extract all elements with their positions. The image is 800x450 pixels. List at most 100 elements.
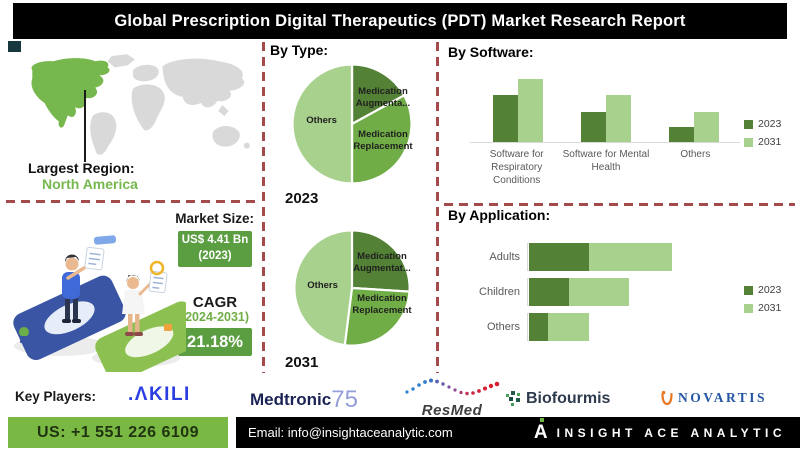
pie-chart-2023: Medication Augmenta... Medication Replac… [290, 62, 414, 186]
divider-vertical-left [262, 42, 265, 373]
application-category-label: Children [479, 286, 520, 298]
software-bar-group [493, 79, 543, 142]
novartis-wordmark: NOVARTIS [678, 390, 768, 405]
application-chart: Adults Children Others [448, 243, 748, 348]
insight-ace-logo-icon: A [534, 418, 548, 442]
legend-2023-label: 2023 [758, 284, 782, 296]
by-software-heading: By Software: [448, 44, 534, 60]
cagr-heading: CAGR [192, 294, 238, 311]
application-category-label: Adults [489, 251, 520, 263]
software-labels: Software for Respiratory Conditions Softw… [470, 148, 740, 187]
pie-slice [291, 63, 354, 185]
pie-2023-label-replacement: Medication Replacement [353, 128, 413, 153]
pie-2023-label-augmentation: Medication Augmenta... [355, 85, 411, 109]
key-players-heading: Key Players: [15, 389, 97, 404]
software-bars [470, 70, 740, 143]
divider-vertical-right [436, 42, 439, 373]
biofourmis-wordmark: Biofourmis [526, 390, 611, 407]
pie-2023-label-others: Others [306, 115, 337, 127]
map-north-america [31, 58, 110, 128]
pie-slice [293, 229, 354, 347]
pie-slice [350, 94, 413, 185]
novartis-logo: NOVARTIS [660, 390, 767, 406]
software-bar-2023 [493, 95, 518, 142]
novartis-flame-icon [661, 390, 673, 406]
legend-2023-swatch [744, 285, 753, 295]
legend-2023-swatch [744, 119, 753, 129]
application-bar-row: Children [448, 278, 748, 306]
world-map [14, 52, 258, 164]
application-segment-2031 [569, 278, 629, 306]
software-legend: 2023 2031 [744, 118, 781, 148]
divider-horizontal-left [6, 200, 258, 203]
market-illustration [13, 235, 186, 372]
application-segment-2023 [529, 243, 589, 271]
legend-2031-swatch [744, 303, 753, 313]
resmed-wave-icon [405, 378, 500, 396]
cagr-value: 21.18% [187, 332, 243, 351]
application-segment-2031 [589, 243, 672, 271]
software-bar-group [581, 95, 631, 142]
application-legend: 2023 2031 [744, 284, 781, 314]
biofourmis-logo: Biofourmis [505, 390, 610, 408]
insight-ace-brand: A INSIGHT ACE ANALYTIC [534, 418, 786, 442]
pie-2031-label-replacement: Medication Replacement [352, 292, 412, 317]
plant [163, 315, 173, 331]
cagr-badge: 21.18% [178, 328, 252, 356]
person-woman [122, 274, 152, 336]
email-contact: Email: info@insightaceanalytic.com [248, 425, 453, 440]
pie-2031-label-augmentation: Medication Augmentat... [353, 250, 411, 275]
largest-region-heading: Largest Region: [28, 160, 135, 176]
legend-2031-label: 2031 [758, 302, 782, 314]
pie-slice [350, 63, 406, 126]
insight-ace-name: INSIGHT ACE ANALYTIC [556, 425, 786, 440]
map-pointer-line [84, 90, 86, 162]
application-bar-row: Adults [448, 243, 748, 271]
software-category-label: Others [680, 149, 711, 160]
corner-decoration [8, 41, 21, 52]
market-size-heading: Market Size: [175, 211, 254, 226]
software-bar-group [669, 112, 719, 142]
divider-horizontal-right [444, 203, 795, 206]
medtronic-wordmark: Medtronic [250, 390, 332, 409]
report-title-bar: Global Prescription Digital Therapeutics… [13, 3, 787, 39]
by-application-heading: By Application: [448, 207, 551, 223]
software-bar-2031 [518, 79, 543, 142]
software-bar-2023 [669, 127, 694, 142]
floating-document [148, 270, 168, 294]
market-size-year: (2023) [198, 250, 232, 262]
floating-document [84, 246, 105, 271]
largest-region-value: North America [42, 176, 138, 192]
pie-2031-label-others: Others [307, 279, 338, 291]
footer-bar: Email: info@insightaceanalytic.com A INS… [236, 417, 800, 448]
application-category-label: Others [486, 321, 520, 333]
pie-slice [343, 286, 411, 347]
application-segment-2023 [529, 278, 569, 306]
application-segment-2031 [548, 313, 589, 341]
legend-2031-label: 2031 [758, 136, 782, 148]
phone-contact-badge: US: +1 551 226 6109 [8, 417, 228, 448]
plant [19, 327, 29, 343]
application-bar-row: Others [448, 313, 748, 341]
software-bar-2031 [606, 95, 631, 142]
pie-year-2023: 2023 [285, 190, 319, 207]
cagr-period: (2024-2031) [180, 310, 250, 324]
pie-chart-2031: Medication Augmentat... Medication Repla… [292, 228, 412, 348]
software-category-label: Software for Respiratory Conditions [489, 149, 544, 186]
by-type-heading: By Type: [270, 42, 329, 58]
legend-2023-label: 2023 [758, 118, 782, 130]
report-title: Global Prescription Digital Therapeutics… [114, 11, 686, 30]
akili-logo: .ΛKILI [128, 384, 191, 405]
medtronic-logo: Medtronic75 [250, 386, 358, 414]
pie-year-2031: 2031 [285, 354, 319, 371]
software-bar-2023 [581, 112, 606, 142]
person-man [62, 254, 86, 323]
software-category-label: Software for Mental Health [562, 149, 650, 173]
market-size-value: US$ 4.41 Bn [181, 234, 249, 247]
resmed-logo: ResMed [402, 377, 502, 419]
medtronic-75: 75 [331, 386, 358, 413]
software-bar-2031 [694, 112, 719, 142]
resmed-wordmark: ResMed [421, 402, 483, 419]
market-size-badge: US$ 4.41 Bn (2023) [178, 231, 252, 267]
